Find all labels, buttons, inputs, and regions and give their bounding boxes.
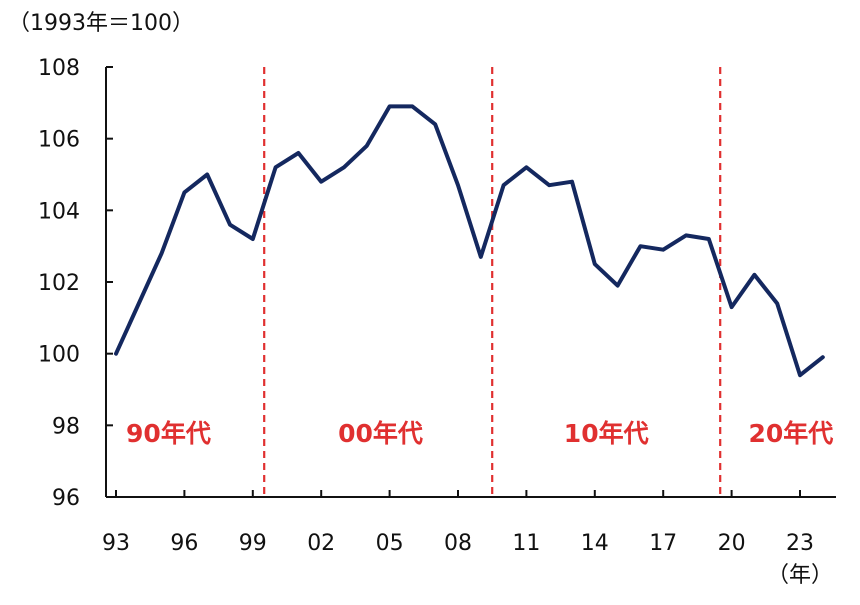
data-point [433,122,437,126]
y-unit-label: （1993年＝100） [8,11,194,36]
x-tick-label: 02 [307,531,335,556]
data-point [707,237,711,241]
x-tick-label: 08 [444,531,472,556]
y-tick-label: 96 [52,486,80,511]
y-tick-label: 108 [38,56,80,81]
axes: 96 98 100 102 104 106 108 93 96 99 02 05 08 11 14 17 20 2… [38,56,836,556]
data-point [479,255,483,259]
decade-label: 10年代 [564,419,649,448]
data-point [798,373,802,377]
data-point [502,183,506,187]
x-unit-label: （年） [767,563,833,588]
x-tick-label: 20 [718,531,746,556]
data-point [730,305,734,309]
y-tick-label: 102 [38,271,80,296]
x-tick-label: 96 [170,531,198,556]
data-point [616,284,620,288]
decade-labels: 90年代 00年代 10年代 20年代 [126,419,833,448]
data-point [228,223,232,227]
y-tick-label: 106 [38,128,80,153]
data-point [296,151,300,155]
x-tick-label: 23 [786,531,814,556]
y-tick-label: 98 [52,414,80,439]
x-tick-label: 11 [512,531,540,556]
data-point [137,302,141,305]
decade-label: 00年代 [338,419,423,448]
data-point [388,104,392,108]
x-tick-label: 05 [376,531,404,556]
data-point [775,302,779,305]
data-point [160,251,164,255]
data-point [752,273,756,277]
data-point [182,190,186,194]
data-point [456,183,460,187]
series-layer [114,104,825,378]
data-point [251,237,255,241]
data-point [274,165,278,169]
x-tick-label: 14 [581,531,609,556]
decade-label: 90年代 [126,419,211,448]
x-tick-label: 93 [102,531,130,556]
x-tick-label: 99 [239,531,267,556]
data-point [638,244,642,248]
decade-label: 20年代 [748,419,833,448]
data-point [524,165,528,169]
data-point [821,355,825,359]
data-point [114,352,118,356]
data-point [342,165,346,169]
data-point [661,248,665,252]
data-point [205,173,209,176]
data-point [319,180,323,184]
data-point [365,144,369,148]
series-line [114,104,825,378]
x-tick-label: 17 [649,531,677,556]
data-point [410,104,414,108]
y-tick-label: 104 [38,199,80,224]
data-point [684,233,688,237]
data-point [547,183,551,187]
data-point [593,262,597,266]
decade-dividers [263,67,722,497]
y-tick-label: 100 [38,343,80,368]
data-point [570,180,574,184]
